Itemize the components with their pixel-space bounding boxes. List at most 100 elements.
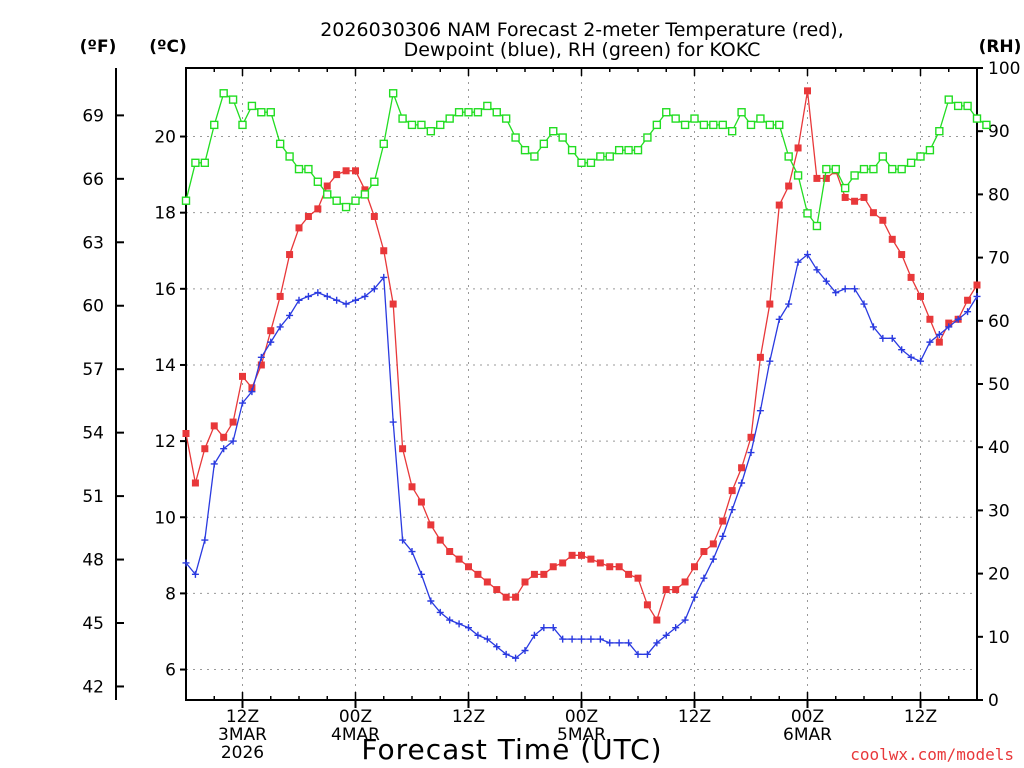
dewpoint-point	[370, 285, 378, 293]
rh-point	[812, 221, 822, 231]
rh-tick-label: 20	[988, 565, 1010, 585]
rh-point	[445, 114, 454, 123]
rh-point	[511, 133, 520, 142]
dewpoint-point	[945, 323, 953, 331]
rh-point	[859, 164, 869, 174]
temperature-point	[182, 429, 190, 437]
temperature-point	[210, 422, 218, 430]
temperature-point	[625, 570, 633, 578]
dewpoint-point	[568, 635, 576, 643]
dewpoint-point	[964, 308, 972, 316]
temperature-point	[257, 361, 265, 369]
temperature-point	[879, 216, 887, 224]
dewpoint-point	[427, 597, 435, 605]
temperature-point	[728, 487, 736, 495]
fahrenheit-tick-label: 57	[82, 360, 104, 380]
temperature-point	[559, 559, 567, 567]
rh-point	[718, 120, 727, 130]
watermark: coolwx.com/models	[850, 745, 1014, 764]
dewpoint-point	[210, 460, 218, 468]
dewpoint-point	[455, 620, 463, 628]
dewpoint-point	[304, 292, 312, 300]
rh-point	[756, 114, 765, 123]
rh-point	[784, 152, 793, 161]
temperature-point	[417, 498, 425, 506]
temperature-point	[672, 586, 680, 594]
rh-point	[398, 114, 407, 123]
temperature-point	[578, 551, 585, 559]
rh-point	[699, 120, 709, 130]
temperature-point	[973, 281, 981, 289]
temperature-point	[907, 273, 915, 281]
temperature-point	[286, 251, 294, 259]
x-axis-label: Forecast Time (UTC)	[361, 733, 662, 766]
celsius-tick-label: 14	[154, 356, 176, 376]
temperature-point	[935, 338, 943, 346]
dewpoint-point	[973, 292, 981, 300]
rh-point	[464, 108, 473, 117]
rh-point	[285, 152, 294, 161]
rh-point	[662, 108, 671, 117]
dewpoint-point	[521, 647, 529, 655]
temperature-point	[785, 182, 793, 190]
fahrenheit-tick-label: 63	[82, 233, 104, 253]
rh-point	[257, 108, 266, 117]
dewpoint-point	[653, 639, 661, 647]
rh-tick-label: 100	[988, 59, 1020, 79]
dewpoint-point	[879, 334, 887, 342]
rh-point	[888, 164, 897, 174]
rh-point	[831, 164, 840, 174]
dewpoint-point	[596, 635, 604, 643]
dewpoint-point	[615, 639, 623, 647]
temperature-point	[267, 327, 275, 335]
rh-point	[191, 158, 200, 168]
temperature-point	[662, 586, 670, 594]
rh-point	[294, 164, 304, 174]
rh-point	[520, 145, 530, 155]
celsius-tick-label: 6	[165, 661, 176, 681]
temperature-point	[945, 319, 953, 327]
temperature-point	[483, 578, 491, 586]
chart-title-line-2: Dewpoint (blue), RH (green) for KOKC	[404, 39, 761, 61]
dewpoint-point	[229, 437, 237, 445]
time-tick-label: 12Z	[226, 707, 259, 727]
dewpoint-point	[869, 323, 877, 331]
rh-point	[793, 171, 803, 180]
temperature-point	[399, 445, 407, 453]
rh-point	[746, 120, 756, 130]
dewpoint-point	[606, 639, 614, 647]
temperature-point	[719, 517, 727, 525]
temperature-point	[502, 593, 510, 601]
dewpoint-point	[549, 624, 557, 632]
rh-point	[351, 196, 360, 205]
rh-tick-label: 70	[988, 249, 1010, 269]
rh-point	[850, 171, 859, 180]
rh-point	[501, 114, 511, 123]
celsius-tick-label: 16	[154, 280, 176, 300]
rh-point	[652, 120, 662, 130]
temperature-point	[700, 548, 708, 556]
temperature-point	[851, 197, 859, 205]
rh-point	[549, 126, 558, 136]
rh-point	[417, 120, 426, 130]
rh-point	[558, 133, 567, 142]
dewpoint-point	[700, 574, 708, 582]
dewpoint-point	[540, 624, 548, 632]
temperature-point	[643, 601, 651, 609]
time-tick-label: 2026	[221, 743, 264, 763]
dewpoint-point	[342, 300, 350, 308]
rh-point	[972, 114, 982, 123]
temperature-point	[333, 171, 341, 179]
temperature-point	[455, 555, 463, 563]
temperature-point	[756, 353, 764, 361]
rh-point	[709, 120, 718, 130]
rh-point	[944, 95, 953, 104]
dewpoint-point	[794, 258, 802, 266]
rh-point	[332, 196, 341, 205]
temperature-point	[587, 555, 595, 563]
dewpoint-point	[719, 532, 727, 540]
temperature-point	[191, 479, 199, 487]
temperature-point	[738, 464, 746, 472]
dewpoint-point	[832, 289, 840, 297]
dewpoint-point	[578, 635, 585, 643]
